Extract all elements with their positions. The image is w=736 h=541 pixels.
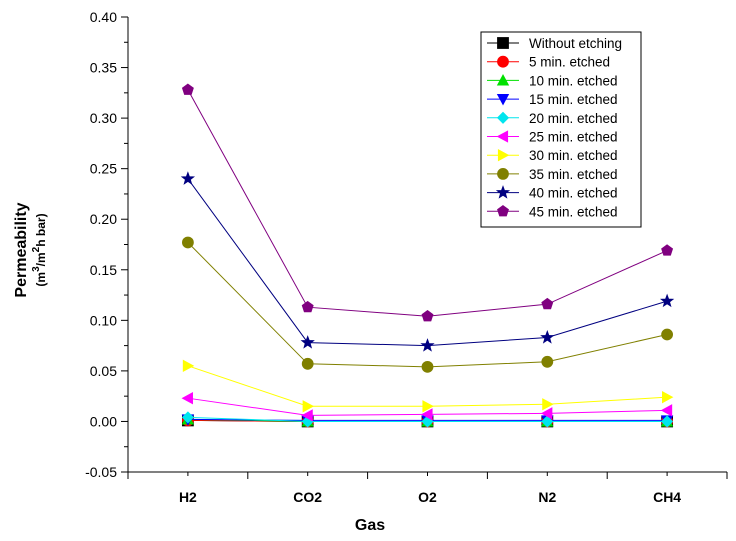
legend-entry: Without etching	[487, 36, 622, 51]
y-axis-unit-group: (m3/m2h bar)	[31, 213, 48, 286]
y-axis-title-group: Permeability	[13, 202, 30, 297]
y-unit-part: /m	[34, 252, 48, 266]
legend-entry: 40 min. etched	[487, 185, 618, 201]
data-point	[661, 244, 674, 256]
data-point	[181, 83, 194, 95]
data-point	[542, 398, 554, 411]
y-tick-label: 0.20	[90, 211, 117, 227]
legend-entry: 30 min. etched	[487, 148, 618, 163]
legend-label: 5 min. etched	[529, 55, 610, 70]
data-point	[182, 359, 195, 373]
legend-marker	[495, 185, 511, 199]
x-tick-label: H2	[179, 489, 197, 505]
y-tick-label: 0.10	[90, 312, 117, 328]
legend-label: 35 min. etched	[529, 167, 618, 182]
y-tick-label: 0.05	[90, 363, 117, 379]
legend-label: 15 min. etched	[529, 92, 618, 107]
legend-entry: 10 min. etched	[487, 73, 618, 88]
y-tick-label: -0.05	[85, 464, 117, 480]
data-point	[421, 408, 433, 421]
data-point	[300, 335, 315, 349]
legend-marker	[497, 55, 509, 68]
y-tick-label: 0.00	[90, 413, 117, 429]
series-6	[181, 392, 673, 422]
y-axis-unit: (m3/m2h bar)	[31, 213, 48, 286]
data-point	[661, 415, 674, 428]
x-tick-label: O2	[418, 489, 437, 505]
y-axis: -0.05 0.00 0.05 0.10 0.15 0.20 0.25 0.30 0.35 0.4…	[85, 9, 128, 480]
x-tick-label: CO2	[293, 489, 322, 505]
legend-entry: 15 min. etched	[487, 92, 618, 107]
legend: Without etching 5 min. etched 10 min. etch…	[480, 31, 642, 228]
data-point	[541, 355, 554, 368]
legend-marker	[496, 111, 510, 124]
data-point	[540, 407, 553, 420]
data-point	[302, 400, 315, 413]
y-unit-part: h bar)	[34, 213, 48, 246]
data-point	[181, 411, 194, 424]
series-8	[181, 236, 673, 373]
x-tick-label: N2	[538, 489, 556, 505]
data-point	[659, 293, 675, 308]
data-point	[661, 328, 673, 341]
x-axis-title: Gas	[355, 517, 385, 534]
y-tick-label: 0.35	[90, 60, 117, 76]
legend-entry: 20 min. etched	[487, 111, 618, 126]
series-9	[180, 171, 675, 352]
series-layer	[180, 83, 675, 428]
legend-label: 20 min. etched	[529, 111, 618, 126]
data-point	[301, 357, 314, 370]
data-point	[420, 338, 435, 352]
legend-entry: 5 min. etched	[487, 55, 610, 70]
y-tick-label: 0.40	[90, 9, 117, 25]
data-point	[181, 392, 193, 405]
legend-label: 45 min. etched	[529, 204, 618, 219]
legend-label: 40 min. etched	[529, 186, 618, 201]
legend-marker	[497, 149, 510, 162]
legend-label: 25 min. etched	[529, 130, 618, 145]
data-point	[541, 297, 554, 310]
y-unit-exp: 3	[31, 266, 42, 272]
legend-label: Without etching	[529, 36, 622, 51]
data-point	[181, 236, 194, 249]
y-tick-label: 0.30	[90, 110, 117, 126]
data-point	[421, 310, 434, 322]
legend-marker	[497, 167, 509, 180]
y-unit-part: (m	[34, 272, 48, 287]
y-axis-title: Permeability	[13, 202, 30, 297]
legend-entry: 25 min. etched	[487, 130, 618, 145]
legend-marker	[496, 74, 510, 86]
legend-entry: 45 min. etched	[487, 204, 618, 219]
y-unit-exp: 2	[31, 246, 42, 252]
series-10	[181, 83, 674, 322]
legend-marker	[497, 37, 509, 49]
legend-label: 30 min. etched	[529, 148, 618, 163]
series-7	[182, 359, 674, 413]
data-point	[180, 171, 196, 185]
legend-entry: 35 min. etched	[487, 167, 618, 182]
legend-label: 10 min. etched	[529, 73, 618, 88]
data-point	[301, 300, 314, 313]
data-point	[662, 391, 674, 404]
data-point	[301, 409, 313, 422]
legend-marker	[497, 205, 509, 217]
data-point	[422, 400, 434, 413]
legend-marker	[496, 130, 509, 143]
x-tick-label: CH4	[653, 489, 681, 505]
data-point	[660, 404, 673, 417]
data-point	[540, 330, 555, 344]
y-tick-label: 0.25	[90, 161, 117, 177]
x-axis: H2 CO2 O2 N2 CH4	[127, 472, 728, 505]
y-tick-label: 0.15	[90, 262, 117, 278]
data-point	[421, 360, 434, 373]
data-point	[541, 415, 554, 428]
legend-marker	[496, 94, 510, 106]
